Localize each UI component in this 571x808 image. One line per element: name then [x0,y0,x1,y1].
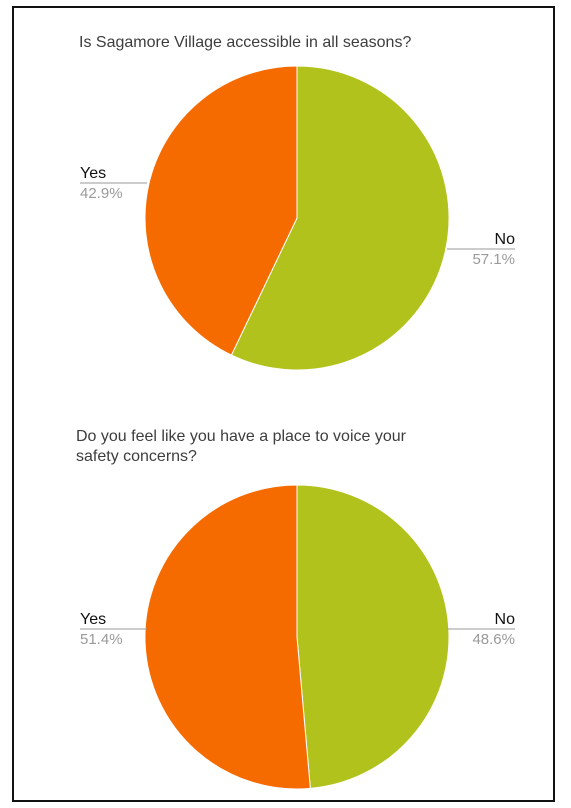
pie-slice-yes [144,484,311,790]
pie-slice-yes [144,65,298,356]
chart-title-line: Is Sagamore Village accessible in all se… [79,34,412,51]
slice-value-no: 57.1% [472,251,515,268]
slice-label-yes: Yes [80,611,106,628]
slice-value-yes: 42.9% [80,185,123,202]
chart-title-safety: Do you feel like you have a place to voi… [76,427,526,467]
slice-label-no: No [495,231,516,248]
chart-title-line: Do you feel like you have a place to voi… [76,428,406,445]
slice-label-yes: Yes [80,165,106,182]
pie-slice-no [296,484,450,789]
chart-title-seasons: Is Sagamore Village accessible in all se… [79,33,539,53]
slice-value-yes: 51.4% [80,631,123,648]
slice-label-no: No [495,611,516,628]
pie-slice-no [230,65,450,371]
slice-value-no: 48.6% [472,631,515,648]
chart-title-line: safety concerns? [76,448,197,465]
